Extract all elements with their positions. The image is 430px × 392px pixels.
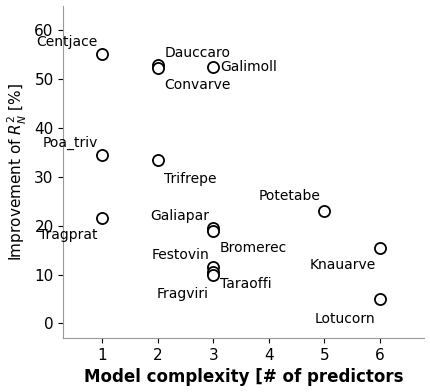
Text: Lotucorn: Lotucorn	[315, 312, 375, 326]
Text: Poa_triv: Poa_triv	[43, 136, 98, 150]
Text: Tragprat: Tragprat	[40, 229, 98, 242]
Text: Bromerec: Bromerec	[220, 241, 287, 255]
Y-axis label: Improvement of $R^2_N$ [%]: Improvement of $R^2_N$ [%]	[6, 83, 29, 261]
X-axis label: Model complexity [# of predictors: Model complexity [# of predictors	[84, 368, 404, 387]
Text: Dauccaro: Dauccaro	[165, 46, 230, 60]
Text: Fragviri: Fragviri	[157, 287, 209, 301]
Text: Convarve: Convarve	[165, 78, 231, 92]
Text: Knauarve: Knauarve	[309, 258, 375, 272]
Text: Galiapar: Galiapar	[150, 209, 209, 223]
Text: Taraoffi: Taraoffi	[220, 278, 272, 291]
Text: Galimoll: Galimoll	[220, 60, 277, 74]
Text: Trifrepe: Trifrepe	[165, 172, 217, 186]
Text: Festovin: Festovin	[151, 248, 209, 262]
Text: Centjace: Centjace	[37, 35, 98, 49]
Text: Potetabe: Potetabe	[258, 189, 320, 203]
